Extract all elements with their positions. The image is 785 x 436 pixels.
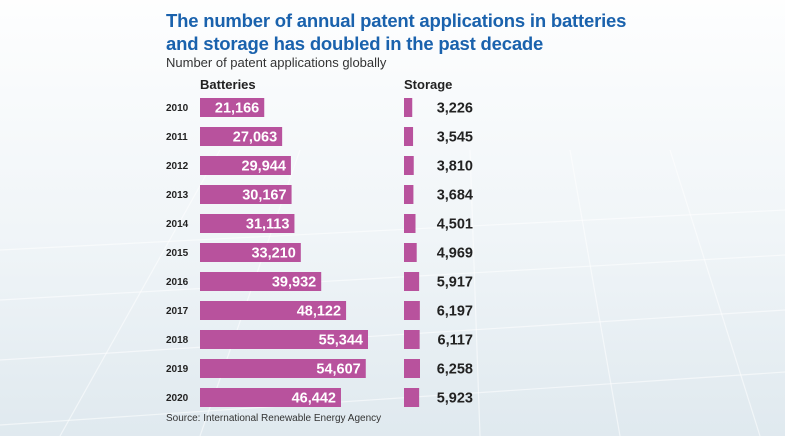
storage-bar-2015 <box>404 243 417 262</box>
storage-column-header: Storage <box>404 77 453 92</box>
storage-bar-2019 <box>404 359 420 378</box>
batteries-bar-2019 <box>200 359 366 378</box>
batteries-value-2014: 31,113 <box>246 217 290 233</box>
batteries-value-2020: 46,442 <box>292 391 336 407</box>
storage-bar-2016 <box>404 272 420 291</box>
batteries-value-2018: 55,344 <box>319 333 363 349</box>
storage-bar-2011 <box>404 127 414 146</box>
storage-value-2014: 4,501 <box>437 217 473 233</box>
storage-value-2012: 3,810 <box>437 159 473 175</box>
batteries-value-2017: 48,122 <box>297 304 341 320</box>
storage-value-2020: 5,923 <box>437 391 473 407</box>
chart-title-line-2: and storage has doubled in the past deca… <box>166 33 544 54</box>
storage-bar-2020 <box>404 388 420 407</box>
batteries-bar-2012 <box>200 156 291 175</box>
storage-value-2011: 3,545 <box>437 130 473 146</box>
storage-value-2019: 6,258 <box>437 362 473 378</box>
chart-title-line-1: The number of annual patent applications… <box>166 10 627 31</box>
year-label-2016: 2016 <box>166 277 189 288</box>
source-note: Source: International Renewable Energy A… <box>166 413 382 424</box>
storage-value-2017: 6,197 <box>437 304 473 320</box>
storage-value-2018: 6,117 <box>438 333 474 349</box>
batteries-value-2011: 27,063 <box>233 130 277 146</box>
year-label-2012: 2012 <box>166 161 189 172</box>
batteries-bar-2010 <box>200 98 265 117</box>
storage-bar-2018 <box>404 330 420 349</box>
batteries-bar-2018 <box>200 330 368 349</box>
batteries-value-2010: 21,166 <box>215 101 259 117</box>
chart-title: The number of annual patent applications… <box>166 9 726 55</box>
storage-bar-2017 <box>404 301 420 320</box>
batteries-value-2015: 33,210 <box>251 246 295 262</box>
year-label-2011: 2011 <box>166 132 188 143</box>
storage-bar-2010 <box>404 98 413 117</box>
storage-bar-2014 <box>404 214 416 233</box>
batteries-value-2012: 29,944 <box>242 159 286 175</box>
batteries-bar-2011 <box>200 127 283 146</box>
year-label-2018: 2018 <box>166 335 189 346</box>
chart-subtitle: Number of patent applications globally <box>166 55 387 70</box>
storage-bar-2012 <box>404 156 414 175</box>
batteries-value-2019: 54,607 <box>316 362 360 378</box>
batteries-bar-2020 <box>200 388 341 407</box>
batteries-column-header: Batteries <box>200 77 256 92</box>
storage-value-2013: 3,684 <box>437 188 473 204</box>
storage-value-2016: 5,917 <box>437 275 473 291</box>
batteries-bar-2013 <box>200 185 292 204</box>
year-label-2020: 2020 <box>166 393 189 404</box>
batteries-bar-2016 <box>200 272 322 291</box>
year-label-2017: 2017 <box>166 306 189 317</box>
storage-bar-2013 <box>404 185 414 204</box>
year-label-2010: 2010 <box>166 103 189 114</box>
year-label-2015: 2015 <box>166 248 189 259</box>
batteries-value-2016: 39,932 <box>272 275 316 291</box>
batteries-value-2013: 30,167 <box>242 188 286 204</box>
year-label-2019: 2019 <box>166 364 189 375</box>
year-label-2014: 2014 <box>166 219 189 230</box>
batteries-bar-2015 <box>200 243 301 262</box>
batteries-bar-2014 <box>200 214 295 233</box>
storage-value-2015: 4,969 <box>437 246 473 262</box>
batteries-bar-2017 <box>200 301 347 320</box>
year-label-2013: 2013 <box>166 190 189 201</box>
storage-value-2010: 3,226 <box>437 101 473 117</box>
